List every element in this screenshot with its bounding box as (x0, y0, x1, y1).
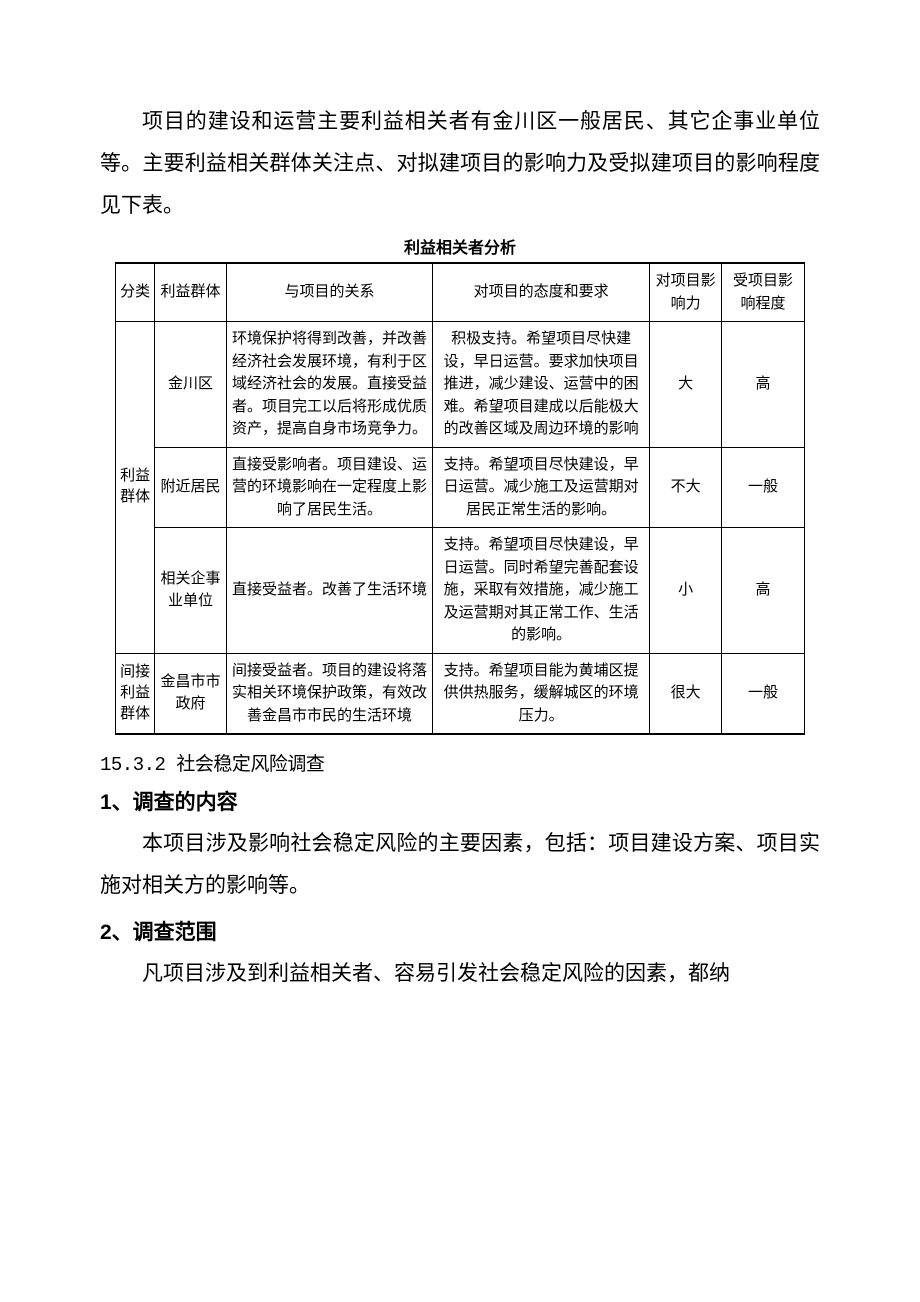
cell-affected: 高 (722, 528, 805, 654)
th-attitude: 对项目的态度和要求 (433, 263, 650, 322)
cell-affected: 一般 (722, 653, 805, 734)
cell-category-2: 间接利益群体 (116, 653, 155, 734)
cell-attitude: 支持。希望项目能为黄埔区提供供热服务，缓解城区的环境压力。 (433, 653, 650, 734)
heading-2: 2、调查范围 (100, 916, 820, 946)
table-row: 利益群体 金川区 环境保护将得到改善，并改善经济社会发展环境，有利于区域经济社会… (116, 322, 805, 448)
cell-attitude: 支持。希望项目尽快建设，早日运营。同时希望完善配套设施，采取有效措施，减少施工及… (433, 528, 650, 654)
table-title: 利益相关者分析 (100, 234, 820, 258)
cell-affected: 高 (722, 322, 805, 448)
cell-influence: 小 (650, 528, 722, 654)
stakeholder-table: 分类 利益群体 与项目的关系 对项目的态度和要求 对项目影响力 受项目影响程度 … (115, 262, 805, 735)
table-row: 附近居民 直接受影响者。项目建设、运营的环境影响在一定程度上影响了居民生活。 支… (116, 447, 805, 528)
para-1: 本项目涉及影响社会稳定风险的主要因素，包括：项目建设方案、项目实施对相关方的影响… (100, 822, 820, 906)
heading-1: 1、调查的内容 (100, 786, 820, 816)
cell-relation: 环境保护将得到改善，并改善经济社会发展环境，有利于区域经济社会的发展。直接受益者… (226, 322, 432, 448)
table-row: 间接利益群体 金昌市市政府 间接受益者。项目的建设将落实相关环境保护政策，有效改… (116, 653, 805, 734)
cell-group: 相关企事业单位 (155, 528, 227, 654)
cell-influence: 不大 (650, 447, 722, 528)
th-relation: 与项目的关系 (226, 263, 432, 322)
th-influence: 对项目影响力 (650, 263, 722, 322)
th-affected: 受项目影响程度 (722, 263, 805, 322)
table-row: 相关企事业单位 直接受益者。改善了生活环境 支持。希望项目尽快建设，早日运营。同… (116, 528, 805, 654)
cell-relation: 直接受影响者。项目建设、运营的环境影响在一定程度上影响了居民生活。 (226, 447, 432, 528)
th-group: 利益群体 (155, 263, 227, 322)
para-2: 凡项目涉及到利益相关者、容易引发社会稳定风险的因素，都纳 (100, 952, 820, 994)
th-category: 分类 (116, 263, 155, 322)
section-number-text: 15.3.2 社会稳定风险调查 (100, 754, 324, 776)
cell-attitude: 积极支持。希望项目尽快建设，早日运营。要求加快项目推进，减少建设、运营中的困难。… (433, 322, 650, 448)
cell-affected: 一般 (722, 447, 805, 528)
intro-paragraph: 项目的建设和运营主要利益相关者有金川区一般居民、其它企事业单位等。主要利益相关群… (100, 100, 820, 226)
cell-influence: 很大 (650, 653, 722, 734)
cell-group: 金昌市市政府 (155, 653, 227, 734)
section-number: 15.3.2 社会稳定风险调查 (100, 749, 820, 776)
cell-influence: 大 (650, 322, 722, 448)
cell-relation: 间接受益者。项目的建设将落实相关环境保护政策，有效改善金昌市市民的生活环境 (226, 653, 432, 734)
cell-category-1: 利益群体 (116, 322, 155, 654)
cell-relation: 直接受益者。改善了生活环境 (226, 528, 432, 654)
table-header-row: 分类 利益群体 与项目的关系 对项目的态度和要求 对项目影响力 受项目影响程度 (116, 263, 805, 322)
cell-group: 金川区 (155, 322, 227, 448)
cell-group: 附近居民 (155, 447, 227, 528)
cell-attitude: 支持。希望项目尽快建设，早日运营。减少施工及运营期对居民正常生活的影响。 (433, 447, 650, 528)
